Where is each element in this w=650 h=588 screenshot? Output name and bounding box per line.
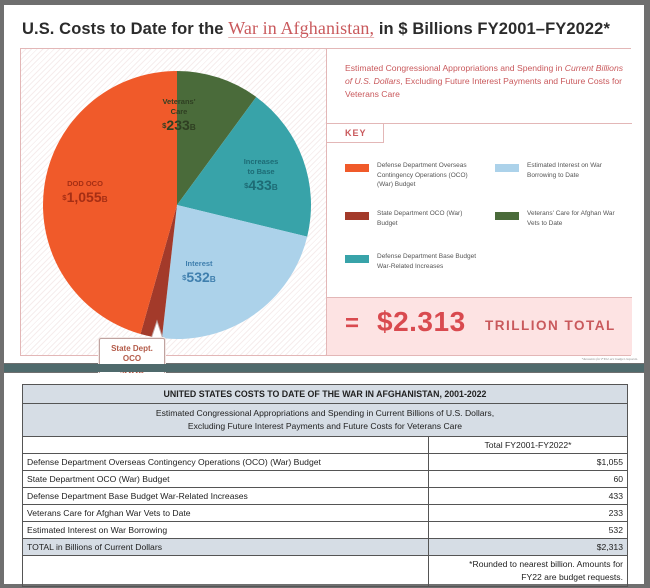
chart-description: Estimated Congressional Appropriations a… — [345, 63, 624, 99]
legend-label: Defense Department Overseas Contingency … — [377, 162, 468, 188]
table-row: Veterans Care for Afghan War Vets to Dat… — [22, 504, 628, 522]
total-equals: = — [345, 310, 360, 337]
legend-item-base: Defense Department Base Budget War-Relat… — [345, 252, 477, 271]
slice-label-base: Increases to Base $433B — [244, 157, 279, 195]
title-suffix: in $ Billions FY2001–FY2022* — [374, 20, 610, 38]
table-note-row: *Rounded to nearest billion. Amounts for… — [22, 555, 628, 587]
slice-value: $1,055B — [62, 189, 108, 205]
row-label: State Department OCO (War) Budget — [22, 470, 429, 488]
legend-label: Veterans' Care for Afghan War Vets to Da… — [527, 210, 615, 227]
infographic-title: U.S. Costs to Date for the War in Afghan… — [22, 18, 610, 39]
legend-item-dod: Defense Department Overseas Contingency … — [345, 161, 477, 190]
table-total-row: TOTAL in Billions of Current Dollars $2,3… — [22, 538, 628, 556]
pie-slice-base — [177, 96, 311, 237]
table-subtitle: Estimated Congressional Appropriations a… — [22, 403, 628, 437]
callout-label: State Dept. OCO — [111, 344, 153, 363]
row-value: 60 — [428, 470, 628, 488]
section-divider — [4, 364, 644, 372]
title-highlight: War in Afghanistan, — [228, 18, 375, 38]
table-note: *Rounded to nearest billion. Amounts for… — [428, 555, 628, 587]
slice-value: $532B — [182, 269, 216, 285]
legend-label: Estimated Interest on War Borrowing to D… — [527, 162, 602, 179]
fine-print: *Amounts for FY22 are budget requests. — [581, 357, 638, 361]
row-value: 433 — [428, 487, 628, 505]
table-row: State Department OCO (War) Budget 60 — [22, 470, 628, 488]
legend-swatch — [495, 212, 519, 220]
total-amount: $2.313 — [377, 306, 466, 337]
pie-chart — [42, 71, 311, 340]
pie-slice-dod — [42, 71, 178, 334]
legend-swatch — [495, 164, 519, 172]
right-panel: Estimated Congressional Appropriations a… — [326, 49, 632, 355]
table-row: Estimated Interest on War Borrowing 532 — [22, 521, 628, 539]
costs-table: UNITED STATES COSTS TO DATE OF THE WAR I… — [22, 384, 628, 587]
slice-name: DOD OCO — [67, 179, 103, 188]
legend-label: Defense Department Base Budget War-Relat… — [377, 253, 477, 270]
row-value: 532 — [428, 521, 628, 539]
slice-label-interest: Interest $532B — [182, 259, 216, 287]
table-row: Defense Department Overseas Contingency … — [22, 453, 628, 471]
slice-value: $433B — [244, 177, 278, 193]
legend-item-state: State Department OCO (War) Budget — [345, 209, 477, 228]
slice-name: Interest — [185, 259, 213, 268]
legend-swatch — [345, 164, 369, 172]
row-label: Defense Department Overseas Contingency … — [22, 453, 429, 471]
table-title: UNITED STATES COSTS TO DATE OF THE WAR I… — [22, 384, 628, 404]
slice-name: Increases to Base — [243, 157, 279, 176]
legend-swatch — [345, 255, 369, 263]
slice-label-dod: DOD OCO $1,055B — [62, 179, 107, 207]
title-prefix: U.S. Costs to Date for the — [22, 20, 229, 38]
row-value: $1,055 — [428, 453, 628, 471]
row-value: 233 — [428, 504, 628, 522]
slice-value: $233B — [162, 117, 196, 133]
total-box: = $2.313 TRILLION TOTAL — [327, 297, 632, 355]
key-heading: KEY — [327, 123, 384, 143]
row-label: Veterans Care for Afghan War Vets to Dat… — [22, 504, 429, 522]
legend-label: State Department OCO (War) Budget — [377, 210, 463, 227]
column-header: Total FY2001-FY2022* — [428, 436, 628, 454]
total-label: TOTAL in Billions of Current Dollars — [22, 538, 429, 556]
row-label: Estimated Interest on War Borrowing — [22, 521, 429, 539]
row-label: Defense Department Base Budget War-Relat… — [22, 487, 429, 505]
slice-name: Veterans' Care — [162, 97, 196, 116]
legend-swatch — [345, 212, 369, 220]
empty-header-cell — [22, 436, 429, 454]
pie-slice-veterans — [177, 71, 257, 205]
total-value: $2,313 — [428, 538, 628, 556]
table-row: Defense Department Base Budget War-Relat… — [22, 487, 628, 505]
slice-label-veterans: Veterans' Care $233B — [162, 97, 196, 135]
total-unit: TRILLION TOTAL — [485, 318, 616, 333]
pie-slice-state — [140, 205, 177, 339]
legend-item-interest: Estimated Interest on War Borrowing to D… — [495, 161, 627, 180]
legend-item-veterans: Veterans' Care for Afghan War Vets to Da… — [495, 209, 627, 228]
chart-frame: Veterans' Care $233B Increases to Base $433B I… — [20, 48, 632, 387]
key-divider — [327, 123, 632, 124]
table-panel: UNITED STATES COSTS TO DATE OF THE WAR I… — [4, 373, 644, 587]
pie-slice-interest — [161, 205, 308, 339]
infographic-panel: U.S. Costs to Date for the War in Afghan… — [4, 5, 644, 387]
